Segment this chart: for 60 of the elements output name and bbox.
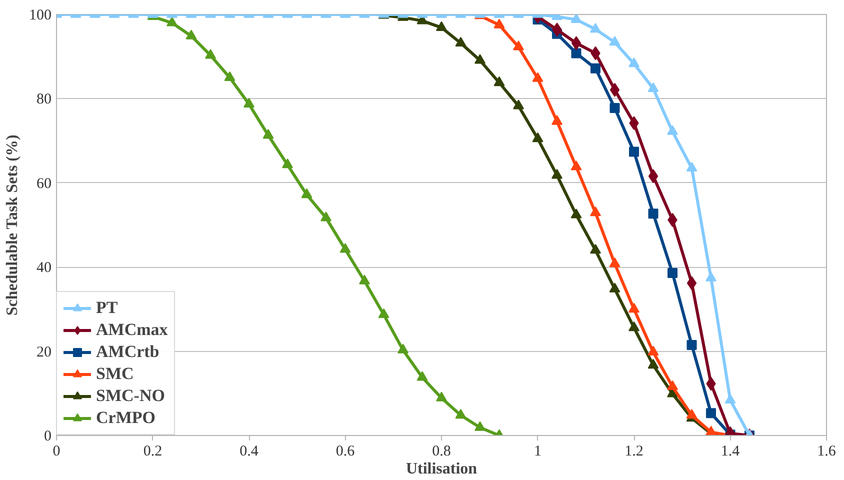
y-tick-label: 20 bbox=[36, 344, 52, 360]
point bbox=[398, 344, 408, 354]
point bbox=[609, 257, 620, 268]
point bbox=[340, 243, 351, 253]
point bbox=[570, 160, 582, 170]
point bbox=[648, 208, 658, 219]
point bbox=[359, 274, 370, 284]
y-tick-label: 0 bbox=[44, 428, 52, 444]
y-tick-label: 80 bbox=[36, 92, 52, 108]
legend-label: AMCrtb bbox=[96, 342, 160, 362]
point bbox=[667, 380, 678, 390]
point bbox=[686, 162, 698, 172]
point bbox=[590, 63, 600, 74]
point bbox=[724, 394, 736, 404]
point bbox=[416, 371, 428, 381]
point bbox=[378, 308, 390, 318]
point bbox=[668, 268, 678, 278]
point bbox=[610, 102, 620, 113]
point bbox=[320, 212, 332, 222]
point bbox=[590, 206, 601, 216]
x-tick-label: 1.2 bbox=[624, 444, 644, 460]
point bbox=[628, 321, 640, 332]
point bbox=[590, 244, 601, 254]
point bbox=[629, 146, 639, 157]
x-tick-label: 1.4 bbox=[720, 444, 740, 460]
point bbox=[570, 208, 582, 218]
x-tick-label: 0.8 bbox=[432, 444, 451, 460]
legend-label: PT bbox=[96, 298, 118, 318]
point bbox=[455, 409, 466, 419]
legend-label: CrMPO bbox=[96, 408, 156, 428]
point bbox=[648, 169, 658, 184]
point bbox=[648, 346, 659, 356]
point bbox=[686, 276, 697, 290]
point bbox=[282, 158, 293, 168]
point bbox=[686, 409, 698, 419]
point bbox=[301, 188, 312, 198]
x-axis-title: Utilisation bbox=[406, 460, 478, 478]
point bbox=[436, 392, 447, 402]
legend-label: SMC-NO bbox=[96, 386, 165, 406]
point bbox=[571, 48, 582, 58]
y-tick-label: 40 bbox=[36, 260, 52, 276]
point bbox=[552, 169, 562, 179]
y-axis-title: Schedulable Task Sets (%) bbox=[4, 134, 21, 316]
x-tick-label: 1.6 bbox=[817, 444, 836, 460]
point bbox=[648, 358, 659, 369]
point bbox=[571, 36, 582, 50]
point bbox=[706, 272, 716, 282]
point bbox=[686, 340, 697, 350]
point bbox=[610, 82, 620, 97]
x-tick-label: 0.2 bbox=[143, 444, 162, 460]
legend-label: AMCmax bbox=[96, 320, 168, 340]
point bbox=[609, 282, 620, 292]
legend-label: SMC bbox=[96, 364, 134, 384]
point bbox=[474, 421, 486, 431]
y-tick-label: 100 bbox=[29, 8, 52, 24]
x-tick-label: 0.4 bbox=[240, 444, 259, 460]
x-tick-label: 0.6 bbox=[336, 444, 356, 460]
point bbox=[628, 302, 640, 313]
y-tick-label: 60 bbox=[36, 176, 52, 192]
x-tick-label: 1 bbox=[534, 444, 542, 460]
